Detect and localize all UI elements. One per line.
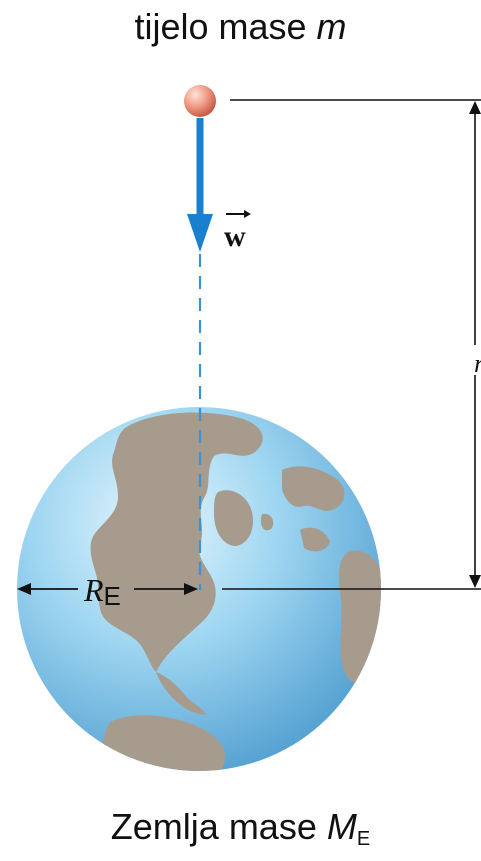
- distance-label: r: [474, 349, 481, 378]
- object-ball: [184, 85, 216, 117]
- distance-arrow-bottom: [469, 575, 481, 588]
- radius-variable: R: [83, 572, 104, 608]
- object-mass-label: tijelo mase m: [0, 6, 481, 48]
- radius-dimension: RE: [17, 572, 198, 611]
- mass-variable-M: M: [326, 806, 357, 847]
- weight-label: w: [224, 220, 246, 253]
- earth-mass-text: Zemlja mase: [110, 806, 327, 847]
- earth-mass-label: Zemlja mase ME: [0, 806, 481, 851]
- mass-variable-m: m: [316, 6, 347, 47]
- radius-subscript: E: [104, 581, 121, 611]
- distance-dimension: [222, 99, 481, 590]
- vector-bar-arrowhead: [244, 210, 251, 218]
- radius-arrow-left: [17, 583, 31, 595]
- object-mass-text: tijelo mase: [134, 6, 317, 47]
- weight-vector-label: w: [224, 210, 251, 253]
- mass-subscript-E: E: [356, 828, 371, 850]
- radius-label: RE: [83, 572, 121, 611]
- radius-arrow-right: [184, 583, 198, 595]
- weight-arrow-head: [187, 214, 213, 252]
- earth-continents: [90, 412, 381, 771]
- distance-arrow-top: [469, 101, 481, 114]
